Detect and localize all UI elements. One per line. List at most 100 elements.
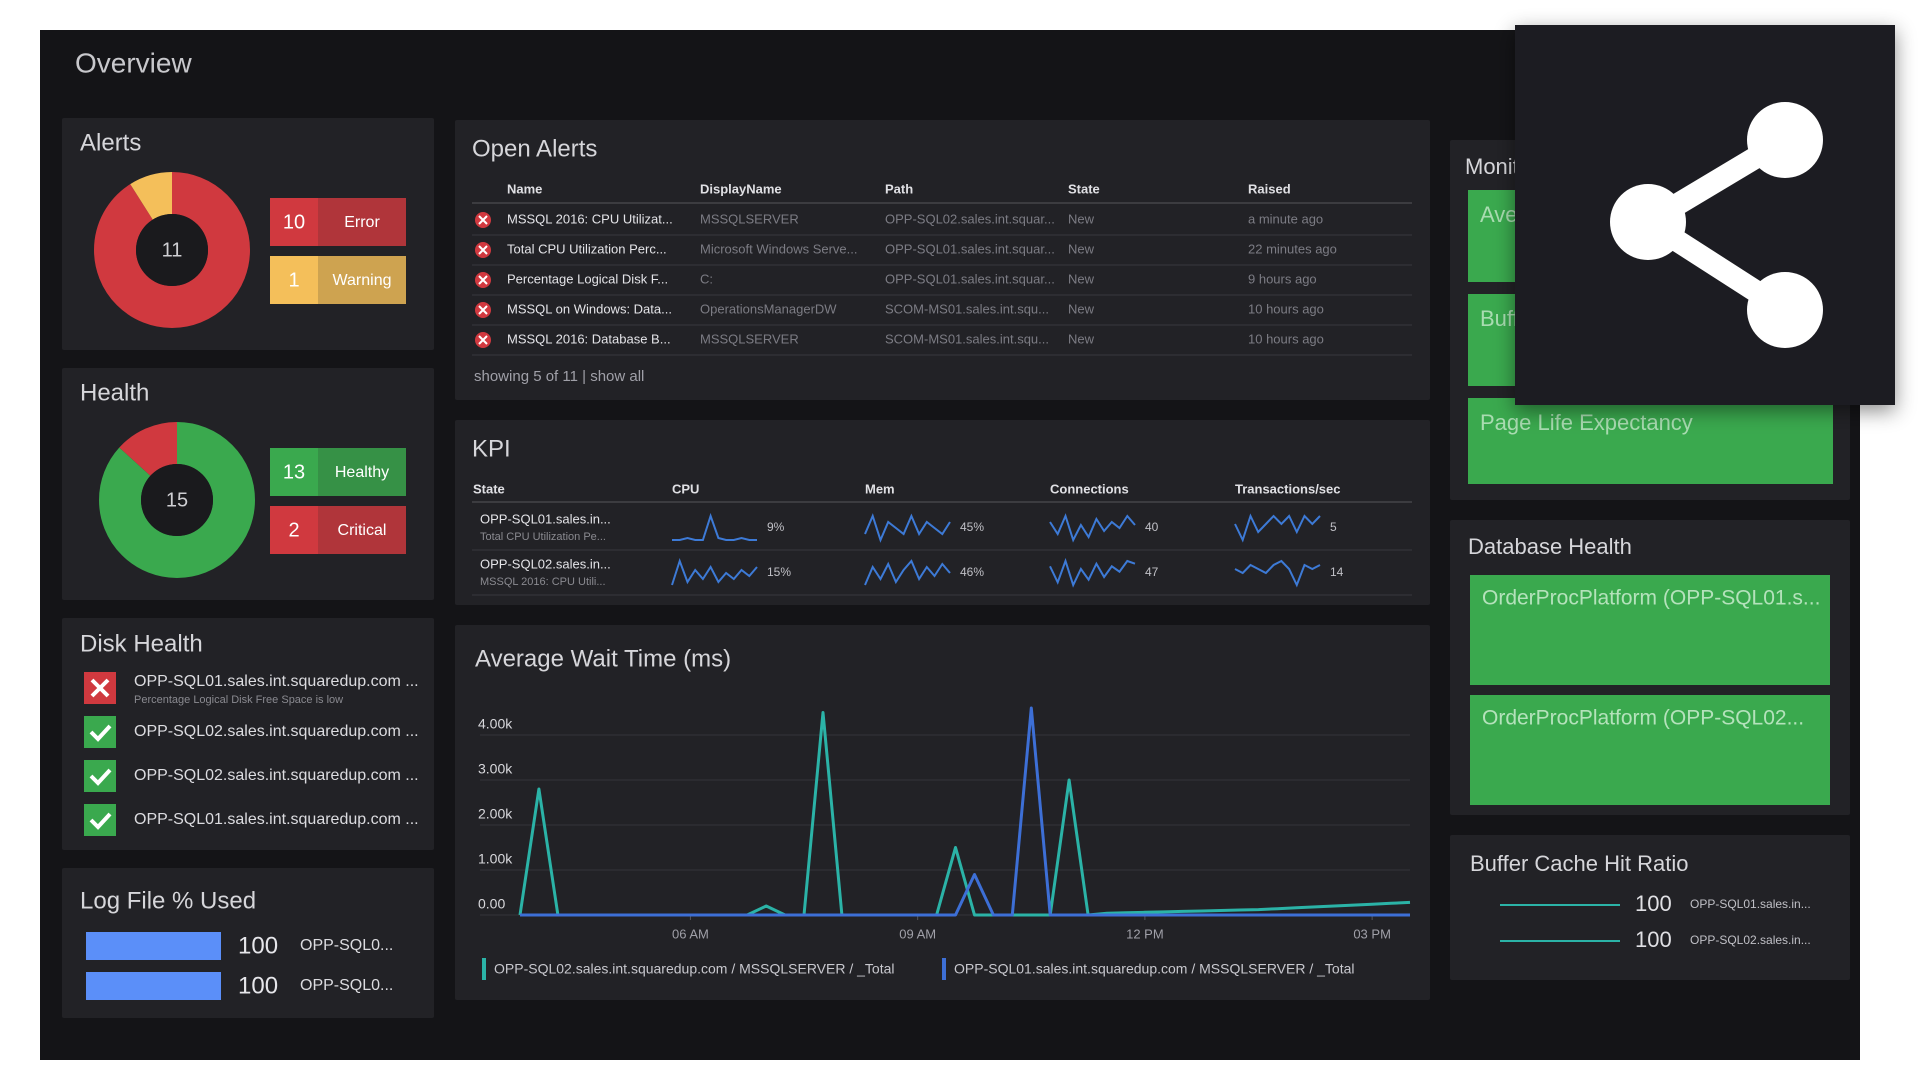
log-label: OPP-SQL0... [300, 977, 393, 994]
cell: 9 hours ago [1248, 271, 1317, 286]
sparkline [1049, 557, 1136, 588]
column-header: Path [885, 181, 913, 196]
disk-detail: Percentage Logical Disk Free Space is lo… [134, 694, 343, 706]
cell: New [1068, 241, 1095, 256]
cell: MSSQL 2016: Database B... [507, 331, 671, 346]
share-overlay[interactable] [1515, 25, 1895, 405]
status-check [89, 812, 112, 830]
column-header: State [473, 481, 505, 496]
legend-count: 2 [288, 519, 299, 541]
kpi-current: 14 [1330, 565, 1344, 579]
share-icon-node [1747, 272, 1823, 348]
panel-title: Log File % Used [80, 887, 256, 914]
buffer-current: 100 [1635, 927, 1672, 952]
log-value: 100 [238, 972, 278, 999]
kpi-current: 46% [960, 565, 984, 579]
alert-icon-cross [478, 245, 488, 255]
database-tile [1470, 575, 1830, 685]
share-panel[interactable] [1515, 25, 1895, 405]
legend-label: OPP-SQL02.sales.int.squaredup.com / MSSQ… [494, 961, 894, 977]
cell: 22 minutes ago [1248, 241, 1337, 256]
share-icon-node [1610, 184, 1686, 260]
legend-label: Warning [333, 272, 392, 289]
table-footer: showing 5 of 11 | show all [474, 368, 644, 385]
disk-name: OPP-SQL01.sales.int.squaredup.com ... [134, 673, 419, 690]
column-header: CPU [672, 481, 699, 496]
panel-title: Health [80, 379, 149, 406]
y-tick-label: 2.00k [478, 806, 513, 822]
panel-title: Open Alerts [472, 135, 597, 162]
legend-count-box [270, 506, 318, 554]
cell: a minute ago [1248, 211, 1323, 226]
kpi-current: 40 [1145, 520, 1159, 534]
panel-title: Disk Health [80, 630, 203, 657]
disk-name: OPP-SQL02.sales.int.squaredup.com ... [134, 767, 419, 784]
panel [62, 618, 434, 850]
legend-count: 10 [283, 211, 305, 233]
monitor-tile-label: Page Life Expectancy [1480, 410, 1693, 435]
panel-title: Alerts [80, 129, 141, 156]
panel-title: Average Wait Time (ms) [475, 645, 731, 672]
panel-title: Buffer Cache Hit Ratio [1470, 851, 1688, 876]
status-icon [84, 804, 116, 836]
log-value: 100 [238, 932, 278, 959]
sparkline [864, 559, 951, 586]
column-header: Transactions/sec [1235, 481, 1341, 496]
column-header: Mem [865, 481, 895, 496]
share-icon-node [1747, 102, 1823, 178]
log-label: OPP-SQL0... [300, 937, 393, 954]
cell: Total CPU Utilization Perc... [507, 241, 667, 256]
legend-count-box [270, 448, 318, 496]
cell: SCOM-MS01.sales.int.squ... [885, 301, 1049, 316]
alert-icon-cross [478, 275, 488, 285]
column-header: Raised [1248, 181, 1291, 196]
kpi-current: 47 [1145, 565, 1159, 579]
cell: Microsoft Windows Serve... [700, 241, 858, 256]
legend-label-box [318, 506, 406, 554]
kpi-name: OPP-SQL01.sales.in... [480, 511, 611, 526]
log-bar [86, 972, 221, 1000]
buffer-current: 100 [1635, 891, 1672, 916]
y-tick-label: 3.00k [478, 761, 513, 777]
sparkline [1234, 559, 1321, 588]
panel [455, 420, 1430, 605]
kpi-detail: Total CPU Utilization Pe... [480, 531, 606, 543]
kpi-name: OPP-SQL02.sales.in... [480, 556, 611, 571]
legend-label: Error [344, 214, 380, 231]
legend-label: OPP-SQL01.sales.int.squaredup.com / MSSQ… [954, 961, 1354, 977]
x-tick-label: 12 PM [1126, 926, 1164, 941]
cell: SCOM-MS01.sales.int.squ... [885, 331, 1049, 346]
legend-count-box [270, 198, 318, 246]
status-cross [90, 678, 110, 698]
cell: 10 hours ago [1248, 331, 1324, 346]
legend-swatch [942, 958, 946, 980]
alert-icon-cross [478, 335, 488, 345]
column-header: State [1068, 181, 1100, 196]
legend-label-box [318, 448, 406, 496]
sparkline [1234, 513, 1321, 543]
legend-label: Critical [338, 522, 387, 539]
donut-hole [136, 214, 208, 286]
cell: New [1068, 271, 1095, 286]
sparkline [1049, 513, 1136, 543]
kpi-current: 5 [1330, 520, 1337, 534]
cell: MSSQLSERVER [700, 211, 799, 226]
series-line [520, 706, 1410, 917]
cell: OperationsManagerDW [700, 301, 837, 316]
donut-total: 11 [162, 239, 183, 261]
legend-count-box [270, 256, 318, 304]
panel-title: KPI [472, 435, 511, 462]
buffer-label: OPP-SQL01.sales.in... [1690, 897, 1811, 911]
y-tick-label: 1.00k [478, 851, 513, 867]
cell: OPP-SQL01.sales.int.squar... [885, 271, 1055, 286]
status-check [89, 724, 112, 742]
status-check [89, 768, 112, 786]
status-icon [84, 716, 116, 748]
x-tick-label: 03 PM [1353, 926, 1391, 941]
kpi-current: 45% [960, 520, 984, 534]
sparkline [671, 557, 758, 586]
status-icon [84, 760, 116, 792]
donut-segment [94, 172, 250, 328]
panel [455, 625, 1430, 1000]
database-tile-label: OrderProcPlatform (OPP-SQL02... [1482, 707, 1804, 730]
